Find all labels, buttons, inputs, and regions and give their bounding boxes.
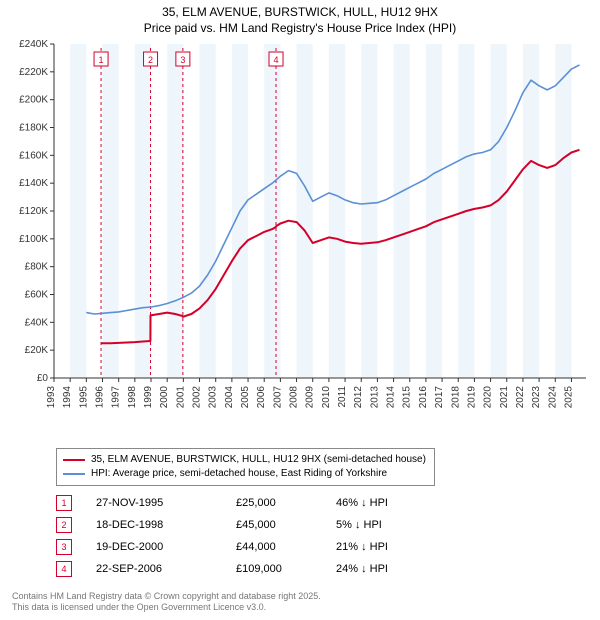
svg-text:£220K: £220K xyxy=(19,67,48,78)
sale-row: 1 27-NOV-1995£25,00046% ↓ HPI xyxy=(56,492,456,514)
price-chart: 1 2 3 4 £0 £20K £40K £60K £80K £100K £120K £140K £16… xyxy=(8,38,592,438)
footnote: Contains HM Land Registry data © Crown c… xyxy=(12,591,321,614)
svg-text:£80K: £80K xyxy=(25,262,49,273)
legend-item: 35, ELM AVENUE, BURSTWICK, HULL, HU12 9H… xyxy=(63,453,426,467)
svg-text:2025: 2025 xyxy=(563,386,574,409)
svg-text:2017: 2017 xyxy=(434,386,445,409)
chart-title: 35, ELM AVENUE, BURSTWICK, HULL, HU12 9H… xyxy=(0,0,600,38)
sale-price: £25,000 xyxy=(236,497,336,509)
svg-text:3: 3 xyxy=(180,55,185,65)
title-line2: Price paid vs. HM Land Registry's House … xyxy=(0,20,600,36)
svg-text:2023: 2023 xyxy=(531,386,542,409)
svg-text:2021: 2021 xyxy=(499,386,510,409)
svg-text:2009: 2009 xyxy=(305,386,316,409)
svg-text:2000: 2000 xyxy=(159,386,170,409)
legend-label: 35, ELM AVENUE, BURSTWICK, HULL, HU12 9H… xyxy=(91,453,426,467)
svg-text:1995: 1995 xyxy=(78,386,89,409)
svg-text:2022: 2022 xyxy=(515,386,526,409)
svg-text:2: 2 xyxy=(148,55,153,65)
svg-text:£200K: £200K xyxy=(19,95,48,106)
svg-text:£180K: £180K xyxy=(19,123,48,134)
svg-text:2018: 2018 xyxy=(450,386,461,409)
svg-text:£20K: £20K xyxy=(25,345,49,356)
sale-marker: 1 xyxy=(56,495,72,511)
sale-row: 2 18-DEC-1998£45,0005% ↓ HPI xyxy=(56,514,456,536)
svg-text:1993: 1993 xyxy=(46,386,57,409)
sale-delta: 24% ↓ HPI xyxy=(336,563,456,575)
svg-text:£160K: £160K xyxy=(19,150,48,161)
legend: 35, ELM AVENUE, BURSTWICK, HULL, HU12 9H… xyxy=(56,448,435,486)
svg-text:2002: 2002 xyxy=(192,386,203,409)
svg-text:£140K: £140K xyxy=(19,178,48,189)
sale-date: 27-NOV-1995 xyxy=(96,497,236,509)
svg-text:2020: 2020 xyxy=(483,386,494,409)
sale-marker: 3 xyxy=(56,539,72,555)
footnote-line1: Contains HM Land Registry data © Crown c… xyxy=(12,591,321,603)
svg-text:1999: 1999 xyxy=(143,386,154,409)
svg-text:£0: £0 xyxy=(37,373,49,384)
chart-svg: 1 2 3 4 £0 £20K £40K £60K £80K £100K £120K £140K £16… xyxy=(8,38,592,438)
svg-text:2010: 2010 xyxy=(321,386,332,409)
footnote-line2: This data is licensed under the Open Gov… xyxy=(12,602,321,614)
svg-text:2004: 2004 xyxy=(224,386,235,409)
svg-text:1994: 1994 xyxy=(62,386,73,409)
svg-text:1997: 1997 xyxy=(111,386,122,409)
sales-table: 1 27-NOV-1995£25,00046% ↓ HPI 2 18-DEC-1998… xyxy=(56,492,456,580)
svg-text:2012: 2012 xyxy=(353,386,364,409)
svg-text:4: 4 xyxy=(274,55,279,65)
svg-text:£60K: £60K xyxy=(25,290,49,301)
svg-text:2003: 2003 xyxy=(208,386,219,409)
legend-label: HPI: Average price, semi-detached house,… xyxy=(91,467,387,481)
legend-item: HPI: Average price, semi-detached house,… xyxy=(63,467,426,481)
sale-date: 19-DEC-2000 xyxy=(96,541,236,553)
svg-text:2005: 2005 xyxy=(240,386,251,409)
svg-text:2013: 2013 xyxy=(369,386,380,409)
title-line1: 35, ELM AVENUE, BURSTWICK, HULL, HU12 9H… xyxy=(0,4,600,20)
svg-text:1998: 1998 xyxy=(127,386,138,409)
svg-text:£240K: £240K xyxy=(19,39,48,50)
sale-delta: 46% ↓ HPI xyxy=(336,497,456,509)
svg-text:2001: 2001 xyxy=(175,386,186,409)
legend-swatch xyxy=(63,473,85,475)
svg-text:2024: 2024 xyxy=(547,386,558,409)
svg-text:2008: 2008 xyxy=(289,386,300,409)
svg-text:£100K: £100K xyxy=(19,234,48,245)
svg-text:2007: 2007 xyxy=(272,386,283,409)
sale-marker: 2 xyxy=(56,517,72,533)
sale-row: 4 22-SEP-2006£109,00024% ↓ HPI xyxy=(56,558,456,580)
sale-date: 18-DEC-1998 xyxy=(96,519,236,531)
sale-row: 3 19-DEC-2000£44,00021% ↓ HPI xyxy=(56,536,456,558)
sale-price: £45,000 xyxy=(236,519,336,531)
sale-price: £44,000 xyxy=(236,541,336,553)
svg-text:2016: 2016 xyxy=(418,386,429,409)
svg-text:2014: 2014 xyxy=(386,386,397,409)
svg-text:£40K: £40K xyxy=(25,317,49,328)
sale-price: £109,000 xyxy=(236,563,336,575)
sale-marker: 4 xyxy=(56,561,72,577)
svg-text:1996: 1996 xyxy=(95,386,106,409)
svg-text:2011: 2011 xyxy=(337,386,348,408)
svg-text:2019: 2019 xyxy=(466,386,477,409)
sale-date: 22-SEP-2006 xyxy=(96,563,236,575)
svg-text:2006: 2006 xyxy=(256,386,267,409)
legend-swatch xyxy=(63,459,85,461)
sale-delta: 21% ↓ HPI xyxy=(336,541,456,553)
sale-delta: 5% ↓ HPI xyxy=(336,519,456,531)
svg-text:2015: 2015 xyxy=(402,386,413,409)
svg-text:1: 1 xyxy=(99,55,104,65)
svg-text:£120K: £120K xyxy=(19,206,48,217)
